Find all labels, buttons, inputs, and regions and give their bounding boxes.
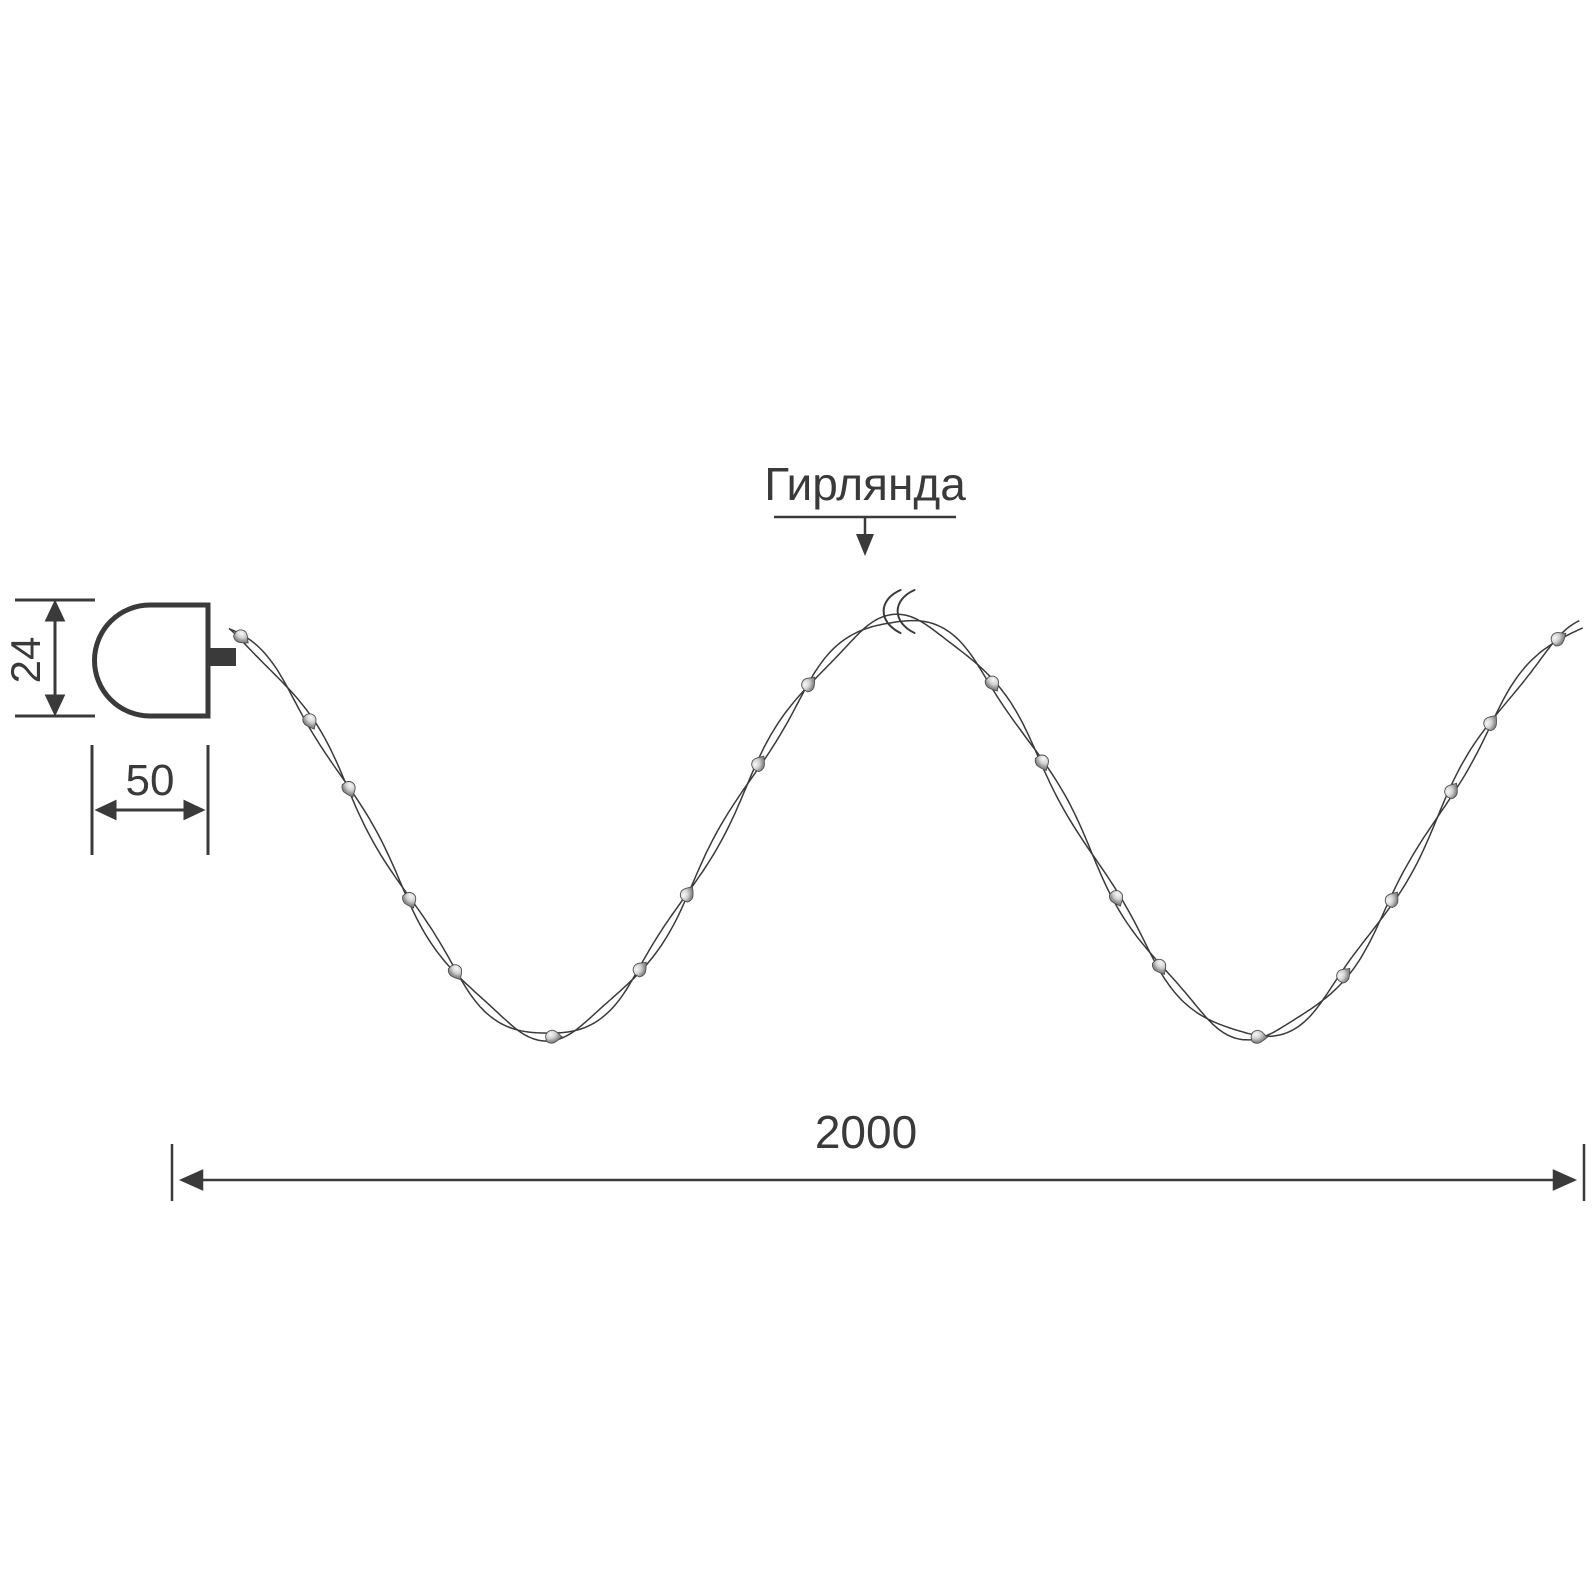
svg-text:Гирлянда: Гирлянда	[764, 458, 966, 510]
svg-text:2000: 2000	[815, 1106, 917, 1158]
svg-text:24: 24	[2, 637, 49, 684]
svg-text:50: 50	[126, 756, 175, 805]
